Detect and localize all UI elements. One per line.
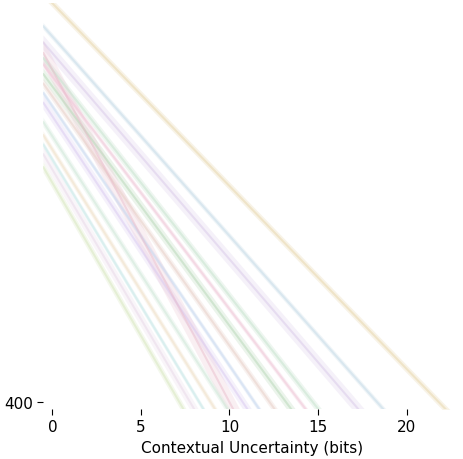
X-axis label: Contextual Uncertainty (bits): Contextual Uncertainty (bits) [140, 440, 362, 455]
